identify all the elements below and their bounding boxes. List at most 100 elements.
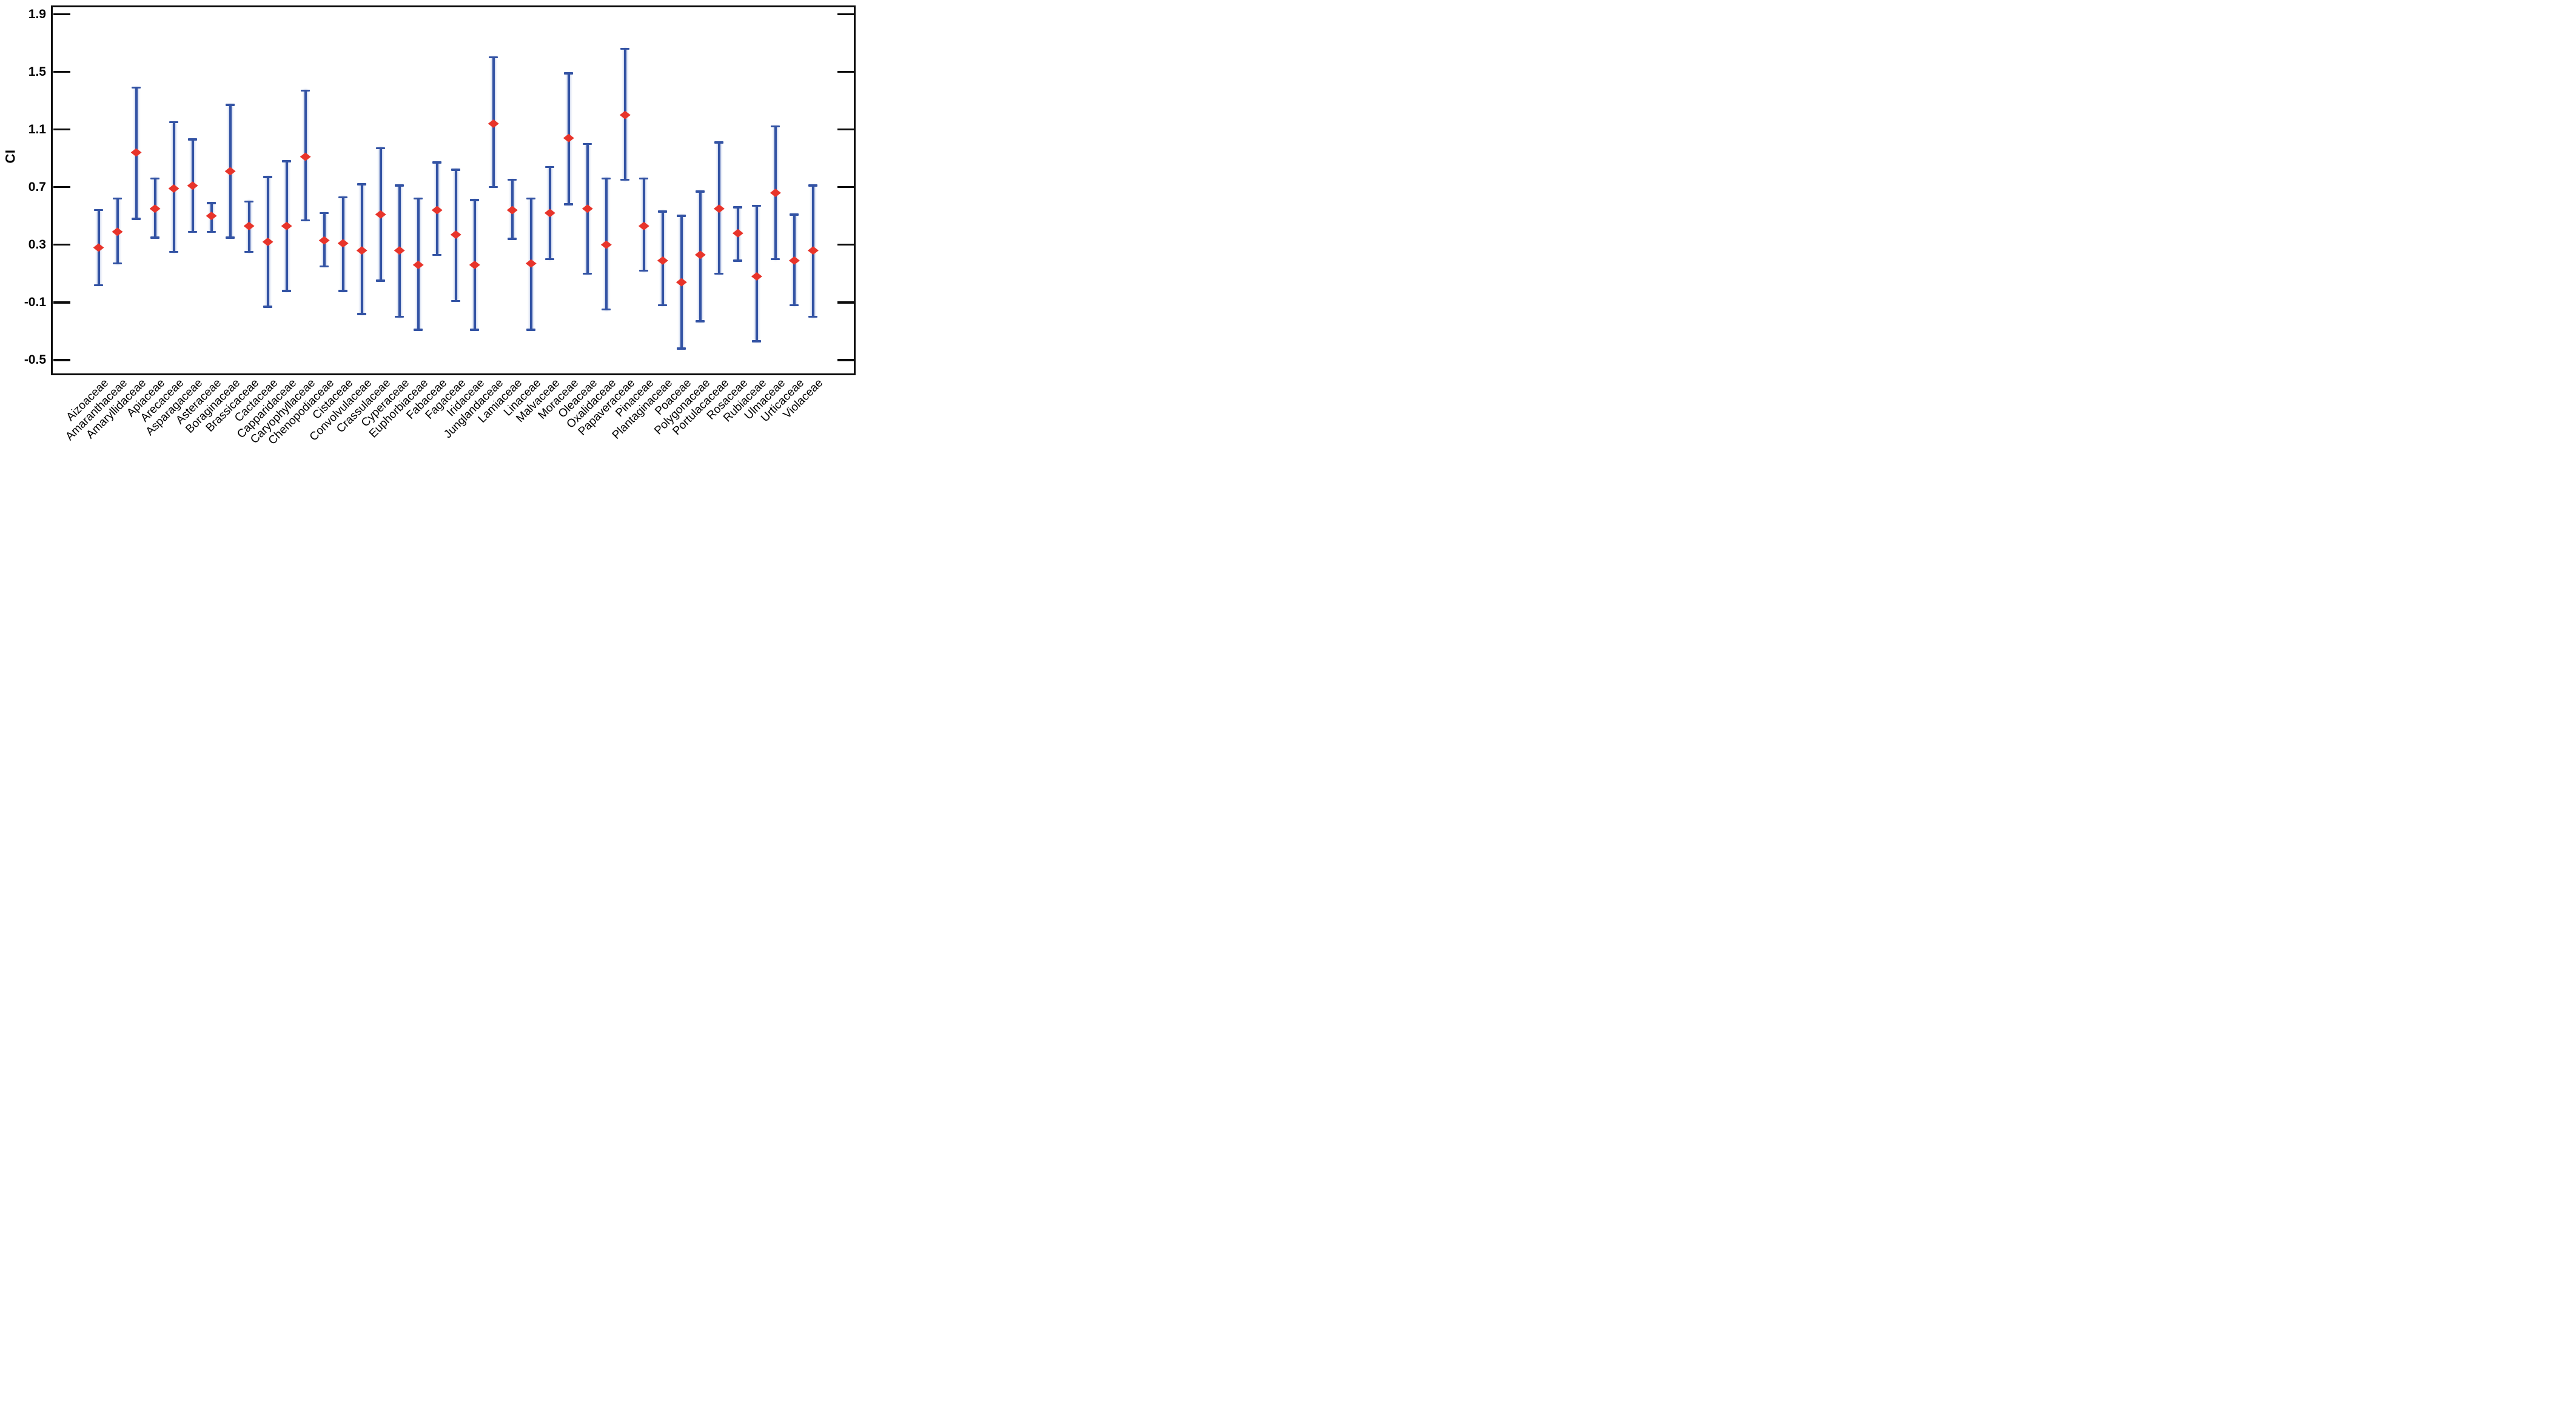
error-bar-cap-top xyxy=(451,169,461,171)
error-bar-cap-bottom xyxy=(263,306,273,308)
error-bar-cap-bottom xyxy=(602,308,611,311)
y-tick-mark-right xyxy=(837,243,854,246)
error-bar-cap-bottom xyxy=(150,236,160,239)
data-point-marker xyxy=(450,230,461,239)
plot-area xyxy=(51,5,856,375)
data-point-marker xyxy=(713,204,725,213)
error-bar-cap-bottom xyxy=(451,299,461,302)
data-point-marker xyxy=(619,110,631,119)
data-point-marker xyxy=(732,229,743,238)
error-bar-cap-top xyxy=(639,177,649,180)
data-point-marker xyxy=(694,250,706,259)
error-bar-cap-bottom xyxy=(188,230,198,233)
data-point-marker xyxy=(600,240,612,249)
error-bar-cap-bottom xyxy=(132,218,141,220)
error-bar-cap-bottom xyxy=(376,279,386,282)
error-bar-cap-bottom xyxy=(808,315,818,318)
data-point-marker xyxy=(582,204,593,213)
error-bar-cap-top xyxy=(752,204,762,207)
error-bar-cap-top xyxy=(244,200,254,203)
error-bar-cap-bottom xyxy=(226,236,235,239)
error-bar-cap-top xyxy=(113,197,122,200)
error-bar-cap-bottom xyxy=(677,347,686,350)
data-point-marker xyxy=(356,246,367,255)
error-bar-cap-top xyxy=(470,199,480,201)
y-tick-mark-left xyxy=(53,13,70,16)
error-bar-cap-bottom xyxy=(696,320,705,322)
error-bar-cap-bottom xyxy=(639,269,649,272)
error-bar-cap-top xyxy=(658,210,668,213)
error-bar-cap-bottom xyxy=(395,315,404,318)
error-bar-cap-top xyxy=(714,141,724,144)
error-bar-cap-bottom xyxy=(620,178,630,181)
data-point-marker xyxy=(657,256,668,265)
y-tick-mark-right xyxy=(837,359,854,361)
data-point-marker xyxy=(300,152,311,161)
error-bar-cap-top xyxy=(696,190,705,193)
error-bar-cap-bottom xyxy=(470,329,480,331)
y-axis-title: CI xyxy=(2,149,18,164)
data-point-marker xyxy=(149,204,161,213)
errorbar-chart-figure: CI 1.9 1.5 1.1 0.7 0.3 -0.1 -0.5 Aizoaceae Amara… xyxy=(0,0,859,470)
data-point-marker xyxy=(770,189,781,198)
error-bar-cap-top xyxy=(169,121,179,124)
error-bar-cap-top xyxy=(357,183,367,185)
y-tick-mark-left xyxy=(53,301,70,304)
data-point-marker xyxy=(488,119,499,128)
error-bar-cap-top xyxy=(282,160,292,162)
y-tick-mark-left xyxy=(53,128,70,131)
error-bar-cap-bottom xyxy=(564,203,574,205)
error-bar-cap-bottom xyxy=(526,329,536,331)
error-bar-cap-top xyxy=(188,138,198,141)
error-bar-cap-top xyxy=(489,56,498,59)
data-point-marker xyxy=(262,237,273,246)
y-tick-mark-left xyxy=(53,359,70,361)
error-bar-cap-top xyxy=(564,72,574,75)
error-bar-cap-top xyxy=(338,196,348,199)
data-point-marker xyxy=(469,261,480,270)
data-point-marker xyxy=(676,278,687,287)
error-bar-cap-bottom xyxy=(545,258,555,261)
error-bar-cap-top xyxy=(207,202,216,204)
data-point-marker xyxy=(130,148,142,157)
error-bar-cap-top xyxy=(150,177,160,180)
error-bar-cap-top xyxy=(508,178,517,181)
y-tick-mark-right xyxy=(837,128,854,131)
y-tick-label: 1.9 xyxy=(28,7,46,21)
error-bar-cap-top xyxy=(602,177,611,180)
error-bar-cap-bottom xyxy=(282,290,292,292)
error-bar-cap-bottom xyxy=(733,259,743,262)
error-bar-cap-top xyxy=(620,47,630,50)
error-bar-cap-top xyxy=(526,197,536,200)
data-point-marker xyxy=(788,256,800,265)
error-bar-cap-top xyxy=(414,197,423,200)
error-bar-cap-bottom xyxy=(790,304,799,307)
error-bar-cap-bottom xyxy=(338,290,348,292)
data-point-marker xyxy=(187,181,198,190)
y-tick-label: -0.1 xyxy=(24,295,46,310)
error-bar-cap-top xyxy=(376,147,386,150)
error-bar-cap-top xyxy=(790,213,799,216)
data-point-marker xyxy=(318,236,330,245)
y-tick-label: 1.5 xyxy=(28,64,46,79)
y-tick-mark-left xyxy=(53,243,70,246)
data-point-marker xyxy=(224,167,236,176)
data-point-marker xyxy=(112,227,123,236)
error-bar-cap-top xyxy=(226,104,235,106)
error-bar-cap-top xyxy=(545,165,555,169)
y-tick-label: 0.7 xyxy=(28,180,46,195)
error-bar-cap-top xyxy=(395,184,404,187)
error-bar-cap-top xyxy=(301,89,310,92)
data-point-marker xyxy=(243,221,255,230)
error-bar-cap-bottom xyxy=(658,304,668,307)
error-bar-cap-bottom xyxy=(207,230,216,233)
error-bar-cap-bottom xyxy=(244,250,254,253)
data-point-marker xyxy=(751,272,762,281)
error-bar-cap-top xyxy=(132,86,141,89)
error-bar-cap-bottom xyxy=(94,284,104,287)
error-bar-cap-top xyxy=(677,215,686,217)
error-bar-cap-bottom xyxy=(771,258,780,261)
y-tick-mark-left xyxy=(53,185,70,189)
data-point-marker xyxy=(506,205,518,215)
error-bar-cap-top xyxy=(94,209,104,212)
